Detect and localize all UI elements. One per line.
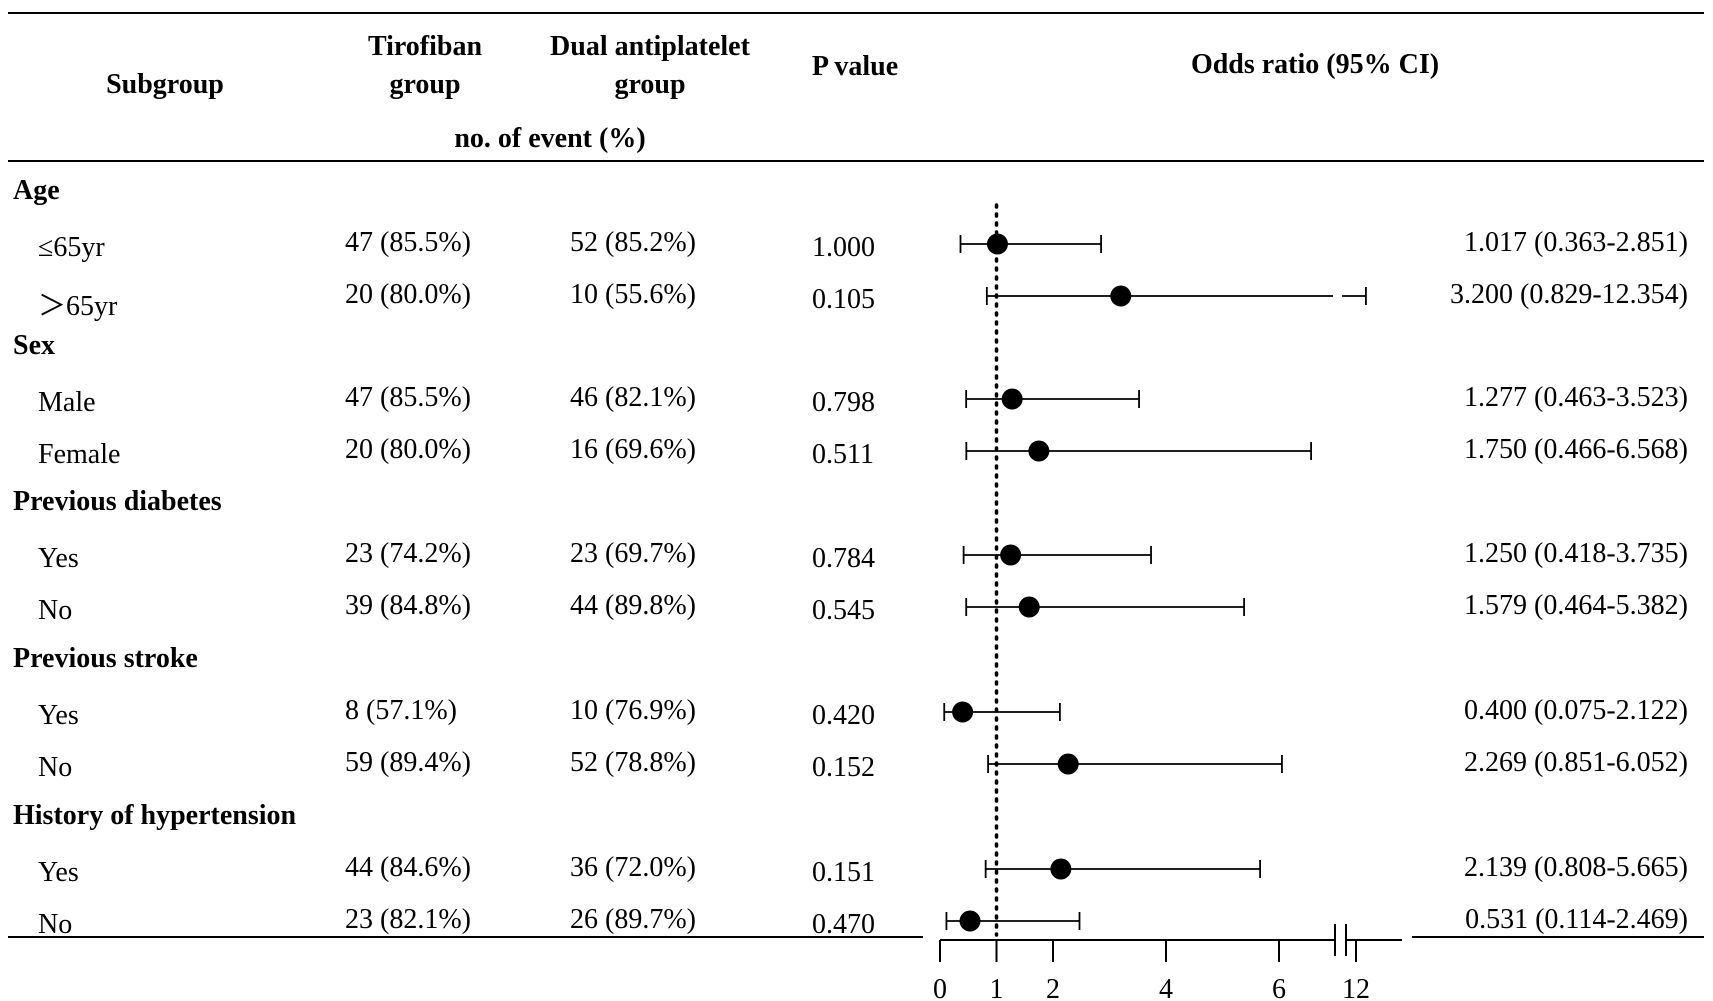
row-label: Yes <box>38 543 79 574</box>
p-value: 0.545 <box>812 595 875 626</box>
row-label: Female <box>38 439 121 470</box>
dual-value: 23 (69.7%) <box>570 538 696 569</box>
x-tick-label: 6 <box>1272 974 1286 1001</box>
header-tirofiban-line1: Tirofiban <box>367 31 483 62</box>
group-title: Sex <box>13 330 55 361</box>
header-odds-ratio: Odds ratio (95% CI) <box>1190 49 1440 80</box>
dual-value: 52 (85.2%) <box>570 227 696 258</box>
dual-value: 52 (78.8%) <box>570 747 696 778</box>
p-value: 0.470 <box>812 909 875 940</box>
odds-ratio-text: 1.017 (0.363-2.851) <box>1464 227 1688 258</box>
dual-value: 10 (76.9%) <box>570 695 696 726</box>
group-title: Age <box>13 175 60 206</box>
group-title: Previous stroke <box>13 643 198 674</box>
row-label: ＞65yr <box>38 291 118 322</box>
header-tirofiban: Tirofiban group <box>320 28 530 104</box>
p-value: 0.105 <box>812 284 875 315</box>
tirofiban-value: 8 (57.1%) <box>345 695 457 726</box>
odds-ratio-text: 2.139 (0.808-5.665) <box>1464 852 1688 883</box>
x-tick-label: 0 <box>933 974 947 1001</box>
group-title: Previous diabetes <box>13 486 222 517</box>
row-label: Male <box>38 387 96 418</box>
x-tick-label: 2 <box>1046 974 1060 1001</box>
header-rule <box>8 160 1704 162</box>
top-rule <box>8 12 1704 14</box>
header-pvalue: P value <box>811 51 899 82</box>
x-tick-label: 1 <box>990 974 1004 1001</box>
bottom-rule-right <box>1412 936 1704 938</box>
header-dual: Dual antiplatelet group <box>520 28 780 104</box>
tirofiban-value: 39 (84.8%) <box>345 590 471 621</box>
dual-value: 10 (55.6%) <box>570 279 696 310</box>
group-title: History of hypertension <box>13 800 297 831</box>
odds-ratio-text: 1.579 (0.464-5.382) <box>1464 590 1688 621</box>
or-point <box>1001 388 1023 410</box>
tirofiban-value: 44 (84.6%) <box>345 852 471 883</box>
or-point <box>1110 285 1132 307</box>
odds-ratio-text: 1.250 (0.418-3.735) <box>1464 538 1688 569</box>
odds-ratio-text: 0.400 (0.075-2.122) <box>1464 695 1688 726</box>
header-dual-line1: Dual antiplatelet <box>550 31 750 62</box>
or-point <box>959 910 981 932</box>
dual-value: 26 (89.7%) <box>570 904 696 935</box>
p-value: 0.784 <box>812 543 875 574</box>
header-tirofiban-line2: group <box>389 69 461 100</box>
odds-ratio-text: 2.269 (0.851-6.052) <box>1464 747 1688 778</box>
row-label: No <box>38 909 73 940</box>
dual-value: 16 (69.6%) <box>570 434 696 465</box>
tirofiban-value: 20 (80.0%) <box>345 434 471 465</box>
x-tick-label: 4 <box>1159 974 1173 1001</box>
p-value: 1.000 <box>812 232 875 263</box>
header-events-note: no. of event (%) <box>454 123 646 154</box>
dual-value: 46 (82.1%) <box>570 382 696 413</box>
row-label: Yes <box>38 700 79 731</box>
tirofiban-value: 47 (85.5%) <box>345 227 471 258</box>
p-value: 0.420 <box>812 700 875 731</box>
tirofiban-value: 23 (74.2%) <box>345 538 471 569</box>
tirofiban-value: 23 (82.1%) <box>345 904 471 935</box>
or-point <box>1050 858 1072 880</box>
dual-value: 36 (72.0%) <box>570 852 696 883</box>
row-label: ≤65yr <box>38 232 105 263</box>
or-point <box>952 701 974 723</box>
x-tick-label: 12 <box>1342 974 1370 1001</box>
odds-ratio-text: 3.200 (0.829-12.354) <box>1450 279 1688 310</box>
or-point <box>1028 440 1050 462</box>
tirofiban-value: 59 (89.4%) <box>345 747 471 778</box>
odds-ratio-text: 1.750 (0.466-6.568) <box>1464 434 1688 465</box>
row-label: No <box>38 752 73 783</box>
or-point <box>986 233 1008 255</box>
row-label: No <box>38 595 73 626</box>
or-point <box>1057 753 1079 775</box>
tirofiban-value: 20 (80.0%) <box>345 279 471 310</box>
header-dual-line2: group <box>614 69 686 100</box>
header-subgroup: Subgroup <box>106 69 224 100</box>
or-point <box>1018 596 1040 618</box>
p-value: 0.798 <box>812 387 875 418</box>
p-value: 0.511 <box>812 439 874 470</box>
row-label: Yes <box>38 857 79 888</box>
p-value: 0.152 <box>812 752 875 783</box>
odds-ratio-text: 0.531 (0.114-2.469) <box>1465 904 1688 935</box>
bottom-rule-left <box>8 936 923 938</box>
odds-ratio-text: 1.277 (0.463-3.523) <box>1464 382 1688 413</box>
tirofiban-value: 47 (85.5%) <box>345 382 471 413</box>
p-value: 0.151 <box>812 857 875 888</box>
or-point <box>1000 544 1022 566</box>
dual-value: 44 (89.8%) <box>570 590 696 621</box>
